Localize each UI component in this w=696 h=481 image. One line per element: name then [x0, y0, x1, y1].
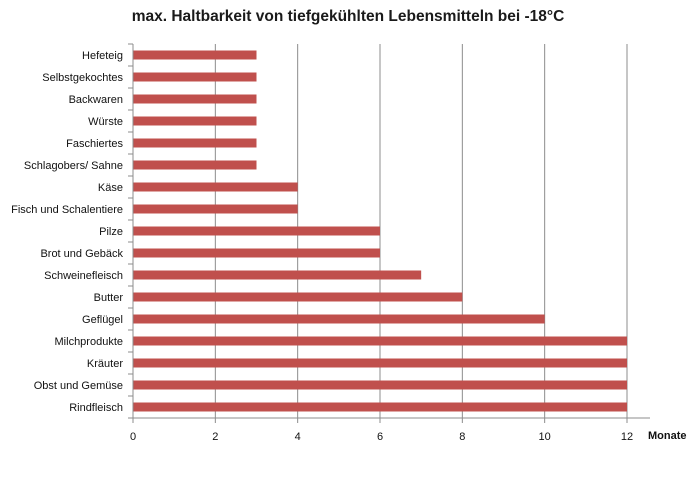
- bar: [133, 402, 627, 412]
- bar: [133, 314, 545, 324]
- category-label: Geflügel: [82, 314, 123, 326]
- x-tick-label: 4: [295, 431, 301, 443]
- bar: [133, 336, 627, 346]
- bars: [133, 50, 627, 412]
- category-label: Hefeteig: [82, 50, 123, 62]
- x-axis-label: Monate: [648, 430, 687, 442]
- category-label: Würste: [88, 116, 123, 128]
- bar: [133, 358, 627, 368]
- bar: [133, 380, 627, 390]
- x-tick-label: 2: [212, 431, 218, 443]
- bar: [133, 292, 463, 302]
- bar: [133, 226, 380, 236]
- category-label: Brot und Gebäck: [40, 248, 123, 260]
- category-label: Rindfleisch: [69, 402, 123, 414]
- bar: [133, 116, 257, 126]
- chart-title: max. Haltbarkeit von tiefgekühlten Leben…: [131, 8, 565, 25]
- bar: [133, 204, 298, 214]
- category-label: Kräuter: [87, 358, 123, 370]
- category-label: Schweinefleisch: [44, 270, 123, 282]
- x-tick-label: 12: [621, 431, 633, 443]
- x-tick-label: 6: [377, 431, 383, 443]
- category-label: Faschiertes: [66, 138, 123, 150]
- bar: [133, 50, 257, 60]
- category-label: Butter: [94, 292, 124, 304]
- category-label: Obst und Gemüse: [34, 380, 123, 392]
- bar: [133, 72, 257, 82]
- category-label: Milchprodukte: [55, 336, 123, 348]
- bar: [133, 270, 422, 280]
- bar: [133, 160, 257, 170]
- bar: [133, 248, 380, 258]
- category-label: Fisch und Schalentiere: [11, 204, 123, 216]
- category-label: Selbstgekochtes: [42, 72, 123, 84]
- axes: [128, 43, 650, 423]
- category-label: Käse: [98, 182, 123, 194]
- x-tick-label: 0: [130, 431, 136, 443]
- category-label: Schlagobers/ Sahne: [24, 160, 123, 172]
- category-label: Backwaren: [69, 94, 123, 106]
- x-tick-label: 8: [459, 431, 465, 443]
- bar: [133, 138, 257, 148]
- bar: [133, 94, 257, 104]
- labels: Hefeteig Selbstgekochtes Backwaren Würste Fa…: [11, 50, 633, 443]
- bar: [133, 182, 298, 192]
- category-label: Pilze: [99, 226, 123, 238]
- x-tick-label: 10: [539, 431, 551, 443]
